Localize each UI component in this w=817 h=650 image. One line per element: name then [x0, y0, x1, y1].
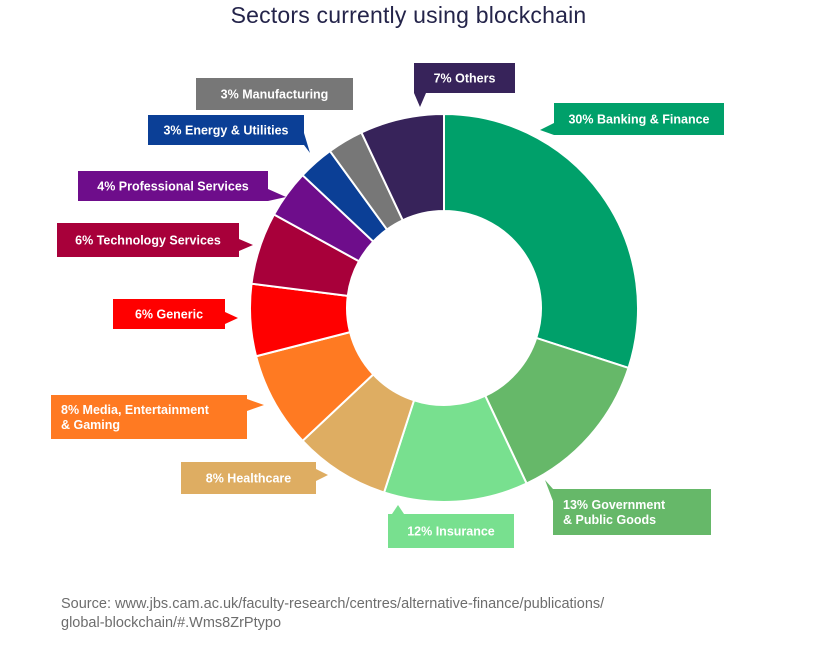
callout-2: 12% Insurance [388, 505, 514, 548]
callout-3: 8% Healthcare [181, 462, 328, 494]
callout-box-2 [388, 514, 514, 548]
callout-box-8 [148, 115, 304, 145]
callout-label-1-line-1: & Public Goods [563, 513, 656, 527]
callout-box-4 [51, 395, 247, 439]
callout-box-10 [414, 63, 515, 93]
callout-label-8-line-0: 3% Energy & Utilities [163, 124, 288, 138]
callout-label-4-line-1: & Gaming [61, 418, 120, 432]
callout-box-0 [554, 103, 724, 135]
callout-pointer-5 [225, 312, 238, 324]
callout-pointer-10 [414, 93, 426, 107]
callout-box-7 [78, 171, 268, 201]
callout-pointer-4 [247, 399, 264, 411]
slice-0 [443, 112, 639, 370]
callout-label-9-line-0: 3% Manufacturing [221, 88, 329, 102]
callout-box-9 [196, 78, 353, 110]
callout-8: 3% Energy & Utilities [148, 115, 310, 153]
callout-6: 6% Technology Services [57, 223, 253, 257]
source-note: Source: www.jbs.cam.ac.uk/faculty-resear… [61, 595, 781, 633]
slices-group [249, 112, 639, 503]
callout-pointer-7 [268, 189, 286, 201]
callout-5: 6% Generic [113, 299, 238, 329]
source-line-2: global-blockchain/#.Wms8ZrPtypo [61, 615, 282, 631]
callout-pointer-3 [316, 469, 328, 481]
callout-label-2-line-0: 12% Insurance [407, 525, 495, 539]
callout-box-5 [113, 299, 225, 329]
callout-label-7-line-0: 4% Professional Services [97, 180, 249, 194]
callout-10: 7% Others [414, 63, 515, 107]
callout-box-6 [57, 223, 239, 257]
callout-label-10-line-0: 7% Others [434, 72, 496, 86]
callout-box-3 [181, 462, 316, 494]
callout-pointer-1 [545, 480, 553, 501]
callout-1: 13% Government& Public Goods [545, 480, 711, 535]
source-line-1: Source: www.jbs.cam.ac.uk/faculty-resear… [61, 596, 605, 612]
callout-4: 8% Media, Entertainment& Gaming [51, 395, 264, 439]
callout-box-1 [553, 489, 711, 535]
callout-0: 30% Banking & Finance [540, 103, 724, 135]
callout-pointer-6 [239, 239, 253, 251]
callout-pointer-0 [540, 123, 554, 135]
callout-label-6-line-0: 6% Technology Services [75, 234, 221, 248]
callout-9: 3% Manufacturing [196, 78, 353, 110]
callout-pointer-2 [392, 505, 404, 514]
chart-title: Sectors currently using blockchain [230, 2, 587, 28]
slice-10 [360, 112, 445, 222]
callouts-group: 30% Banking & Finance 13% Government& Pub… [51, 63, 724, 548]
callout-label-0-line-0: 30% Banking & Finance [568, 113, 709, 127]
callout-7: 4% Professional Services [78, 171, 286, 201]
callout-label-5-line-0: 6% Generic [135, 308, 203, 322]
callout-label-4-line-0: 8% Media, Entertainment [61, 403, 210, 417]
callout-label-1-line-0: 13% Government [563, 498, 666, 512]
callout-pointer-8 [304, 133, 310, 153]
callout-label-3-line-0: 8% Healthcare [206, 472, 292, 486]
